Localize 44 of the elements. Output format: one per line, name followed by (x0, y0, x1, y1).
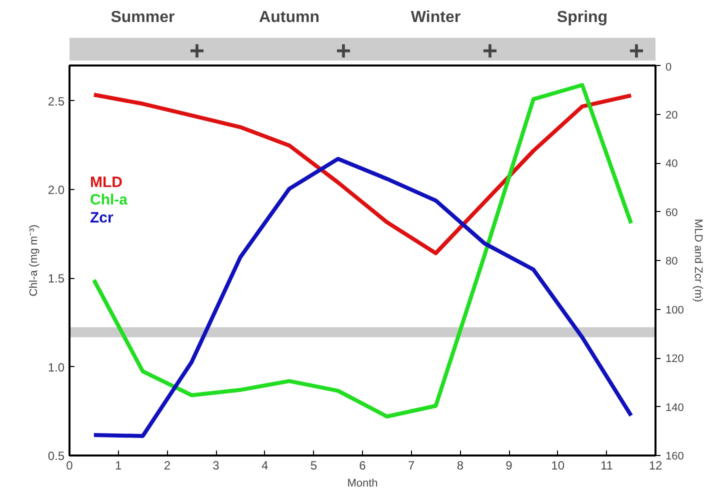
y2-axis-title: MLD and Zcr (m) (692, 218, 704, 302)
y-tick-label: 1.0 (48, 360, 65, 374)
y2-tick-label: 160 (666, 450, 684, 462)
y2-tick-label: 80 (666, 256, 678, 268)
x-tick-label: 10 (551, 458, 565, 472)
x-tick-label: 6 (359, 458, 366, 472)
y-tick-label: 0.5 (48, 449, 65, 463)
x-tick-label: 7 (408, 458, 415, 472)
x-tick-label: 11 (600, 458, 614, 472)
y2-tick-label: 60 (666, 206, 678, 219)
text: Autumn (259, 8, 320, 26)
x-axis-title: Month (347, 478, 378, 490)
text: Summer (110, 8, 175, 26)
y2-tick-label: 100 (666, 304, 684, 316)
y2-tick-label: 20 (666, 109, 678, 122)
x-tick-label: 5 (310, 458, 318, 472)
y2-tick-label: 120 (666, 353, 684, 365)
y2-tick-label: 0 (666, 62, 672, 74)
text: Winter (410, 8, 461, 26)
annotation: + (628, 35, 644, 66)
y-axis-title: Chl-a (mg m⁻³) (28, 224, 40, 296)
text: Spring (556, 8, 608, 26)
line-series (92, 92, 634, 256)
x-tick-label: 12 (648, 458, 662, 472)
y-tick-label: 2.5 (48, 94, 65, 108)
text: Zcr (90, 209, 114, 226)
x-tick-label: 9 (506, 458, 513, 472)
line-series (92, 156, 634, 438)
y-tick-label: 1.5 (48, 272, 65, 286)
text: Chl-a (90, 192, 128, 209)
x-tick-label: 3 (212, 458, 220, 472)
x-tick-label: 8 (456, 458, 464, 472)
annotation: + (189, 35, 205, 66)
annotation: + (482, 35, 498, 66)
y2-tick-label: 140 (666, 402, 684, 414)
x-tick-label: 2 (164, 458, 171, 472)
x-tick-label: 0 (66, 458, 74, 472)
annotation: + (336, 35, 352, 66)
text: MLD (90, 174, 123, 191)
x-tick-label: 4 (261, 458, 268, 472)
line-series (92, 83, 634, 418)
y-tick-label: 2.0 (48, 183, 65, 198)
x-tick-label: 1 (114, 458, 122, 472)
y2-tick-label: 40 (666, 158, 678, 170)
